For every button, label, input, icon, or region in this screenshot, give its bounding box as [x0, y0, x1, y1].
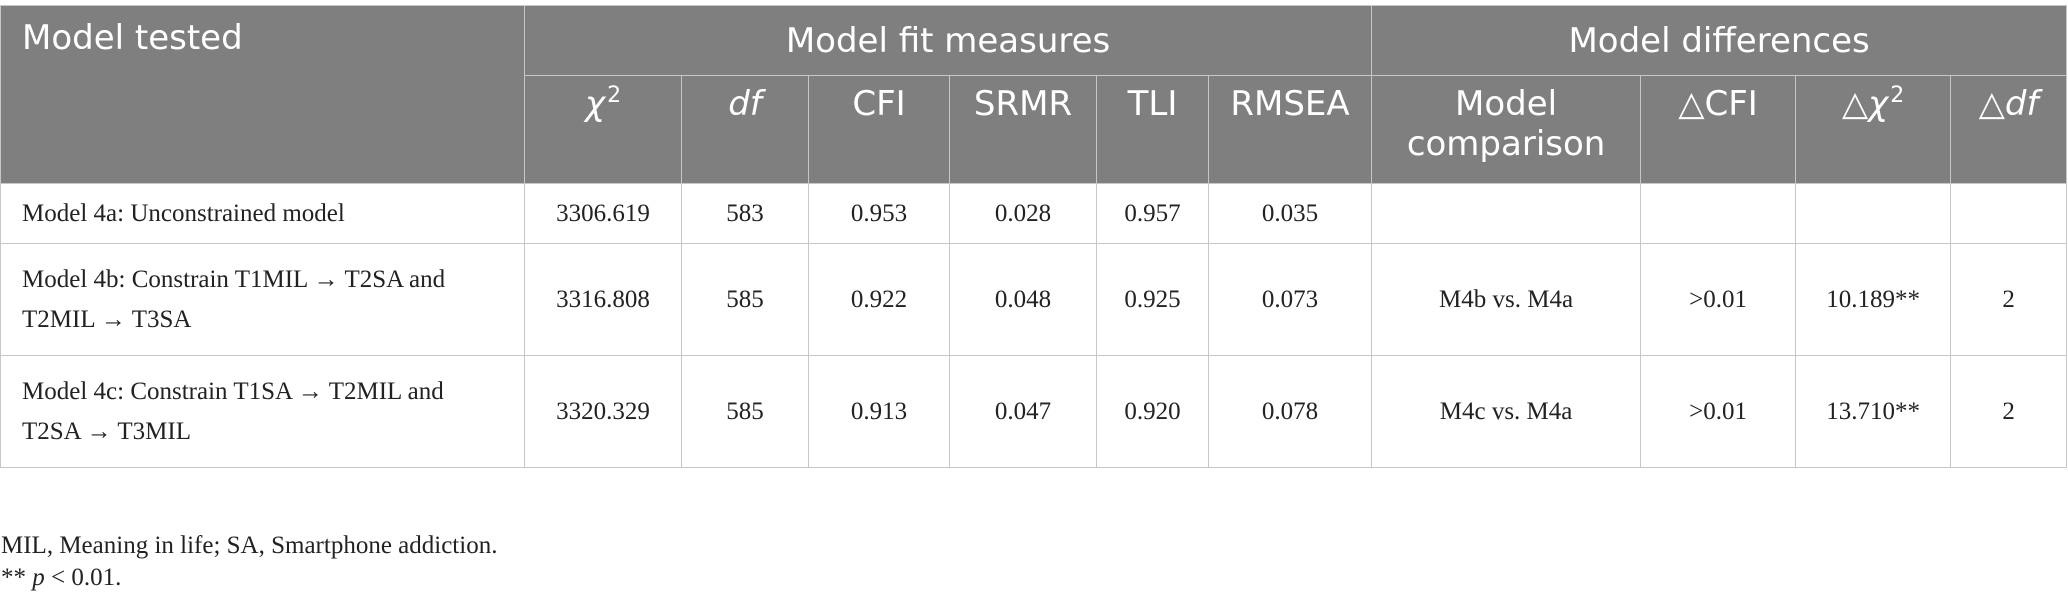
tli-cell: 0.920 — [1096, 355, 1209, 468]
cfi-cell: 0.913 — [808, 355, 950, 468]
model-name-line2: T2MIL → T3SA — [22, 305, 192, 333]
df-cell: 585 — [681, 355, 809, 468]
chi-square-cell: 3316.808 — [524, 243, 682, 356]
header-delta-cfi-label: CFI — [1704, 84, 1758, 124]
header-tli: TLI — [1096, 75, 1209, 184]
rmsea-cell: 0.035 — [1207, 183, 1373, 244]
table-body: Model 4a: Unconstrained model 3306.619 5… — [0, 183, 2068, 468]
model-name-cell: Model 4c: Constrain T1SA → T2MIL and T2SA… — [0, 355, 525, 468]
delta-chi-symbol: χ — [1868, 84, 1889, 124]
delta-chi-square-cell: 10.189** — [1795, 243, 1952, 356]
model-name-line1: Model 4b: Constrain T1MIL → T2SA and — [22, 265, 446, 293]
chi-superscript: 2 — [607, 83, 622, 108]
header-group-row: Model tested Model fit measures Model di… — [0, 5, 2068, 184]
delta-icon: △ — [1978, 84, 2005, 124]
header-chi-square: χ2 — [524, 75, 682, 184]
df-cell: 585 — [681, 243, 809, 356]
header-srmr: SRMR — [949, 75, 1097, 184]
tli-cell: 0.957 — [1096, 183, 1209, 244]
delta-cfi-cell: >0.01 — [1640, 243, 1797, 356]
table-row: Model 4a: Unconstrained model 3306.619 5… — [0, 183, 2068, 244]
model-comparison-cell: M4c vs. M4a — [1371, 355, 1642, 468]
srmr-cell: 0.047 — [949, 355, 1097, 468]
header-model-fit-measures: Model fit measures — [523, 5, 1373, 76]
header-model-comparison: Model comparison — [1371, 75, 1642, 184]
cfi-cell: 0.922 — [808, 243, 950, 356]
header-sub-row: χ2 df CFI SRMR TLI RMSEA Model comparison… — [1, 75, 2068, 184]
delta-df-cell — [1950, 183, 2068, 244]
delta-chi-superscript: 2 — [1890, 83, 1905, 108]
delta-icon: △ — [1841, 84, 1869, 124]
header-model-differences: Model differences — [1371, 5, 2068, 76]
header-delta-df-label: df — [2004, 84, 2039, 124]
tli-cell: 0.925 — [1096, 243, 1209, 356]
header-df: df — [681, 75, 809, 184]
table-footnotes: MIL, Meaning in life; SA, Smartphone add… — [1, 530, 497, 594]
header-model-comparison-line2: comparison — [1406, 124, 1606, 164]
header-delta-chi-square: △χ2 — [1795, 75, 1952, 184]
header-model-comparison-line1: Model — [1455, 84, 1558, 124]
model-name-cell: Model 4a: Unconstrained model — [0, 183, 525, 244]
model-name-cell: Model 4b: Constrain T1MIL → T2SA and T2MI… — [0, 243, 525, 356]
model-name-line1: Model 4a: Unconstrained model — [22, 199, 345, 227]
rmsea-cell: 0.078 — [1207, 355, 1373, 468]
delta-chi-square-cell — [1795, 183, 1952, 244]
significance-threshold: < 0.01. — [44, 564, 122, 591]
model-name-line2: T2SA → T3MIL — [22, 417, 191, 445]
model-name-line1: Model 4c: Constrain T1SA → T2MIL and — [22, 377, 444, 405]
delta-cfi-cell — [1640, 183, 1797, 244]
delta-cfi-cell: >0.01 — [1640, 355, 1797, 468]
rmsea-cell: 0.073 — [1207, 243, 1373, 356]
header-delta-df: △df — [1950, 75, 2068, 184]
header-rmsea: RMSEA — [1207, 75, 1373, 184]
srmr-cell: 0.028 — [949, 183, 1097, 244]
delta-chi-square-cell: 13.710** — [1795, 355, 1952, 468]
delta-df-cell: 2 — [1950, 355, 2068, 468]
header-model-tested: Model tested — [0, 5, 525, 184]
table-header: Model tested Model fit measures Model di… — [0, 5, 2068, 184]
table-row: Model 4b: Constrain T1MIL → T2SA and T2MI… — [0, 243, 2068, 356]
model-comparison-cell: M4b vs. M4a — [1371, 243, 1642, 356]
delta-icon: △ — [1678, 84, 1705, 124]
srmr-cell: 0.048 — [949, 243, 1097, 356]
significance-stars: ** — [1, 564, 26, 591]
chi-square-cell: 3320.329 — [524, 355, 682, 468]
chi-square-cell: 3306.619 — [524, 183, 682, 244]
df-cell: 583 — [681, 183, 809, 244]
delta-df-cell: 2 — [1950, 243, 2068, 356]
model-comparison-cell — [1371, 183, 1642, 244]
cfi-cell: 0.953 — [808, 183, 950, 244]
chi-symbol: χ — [584, 84, 606, 124]
results-table: Model tested Model fit measures Model di… — [0, 5, 2068, 468]
header-cfi: CFI — [808, 75, 950, 184]
table-row: Model 4c: Constrain T1SA → T2MIL and T2SA… — [0, 355, 2068, 468]
header-delta-cfi: △CFI — [1640, 75, 1797, 184]
significance-p: p — [32, 564, 45, 591]
footnote-significance: ** p < 0.01. — [1, 562, 497, 594]
footnote-abbreviations: MIL, Meaning in life; SA, Smartphone add… — [1, 532, 498, 559]
